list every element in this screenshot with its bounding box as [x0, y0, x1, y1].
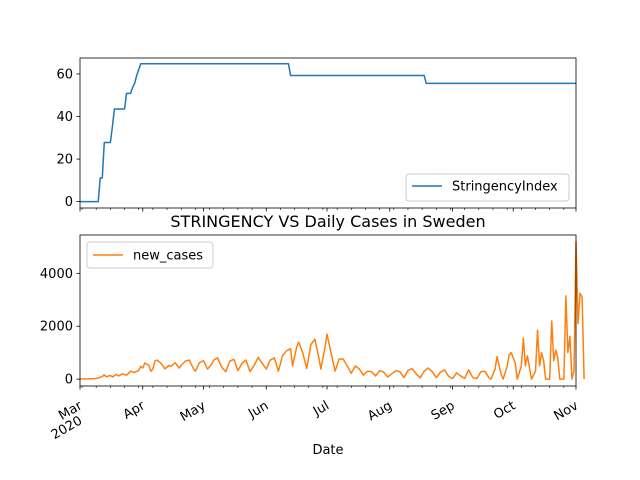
stringency-plot-area: [80, 62, 576, 203]
stringency-series-line: [80, 62, 576, 203]
stringency-axes-frame: [79, 57, 577, 209]
cases-axes-frame: [79, 234, 577, 387]
stringency-legend-label: StringencyIndex: [452, 180, 558, 195]
stringency-y-tick-label: 20: [56, 153, 73, 168]
cases-x-tick-label: Jul: [310, 398, 332, 419]
stringency-y-axis: 0 20 40 60: [56, 67, 80, 210]
stringency-x-axis: [79, 208, 577, 212]
cases-plot-area: [79, 240, 585, 380]
x-axis-label: Date: [312, 443, 343, 458]
cases-y-tick-label: 2000: [40, 320, 73, 335]
cases-y-axis: 0 2000 4000: [40, 267, 80, 388]
stringency-legend: StringencyIndex: [405, 173, 570, 202]
stringency-legend-box: [405, 173, 570, 202]
stringency-y-tick-label: 0: [65, 195, 73, 210]
cases-series-line: [79, 240, 585, 380]
stringency-y-tick-label: 40: [56, 110, 73, 125]
chart-title: STRINGENCY VS Daily Cases in Sweden: [170, 212, 485, 231]
stringency-panel: 0 20 40 60 StringencyIndex: [56, 57, 577, 212]
cases-y-tick-label: 0: [65, 373, 73, 388]
cases-y-tick-label: 4000: [40, 267, 73, 282]
cases-legend-label: new_cases: [133, 249, 203, 264]
cases-legend-box: [86, 241, 214, 269]
stringency-y-tick-label: 60: [56, 67, 73, 82]
cases-legend: new_cases: [86, 241, 214, 269]
